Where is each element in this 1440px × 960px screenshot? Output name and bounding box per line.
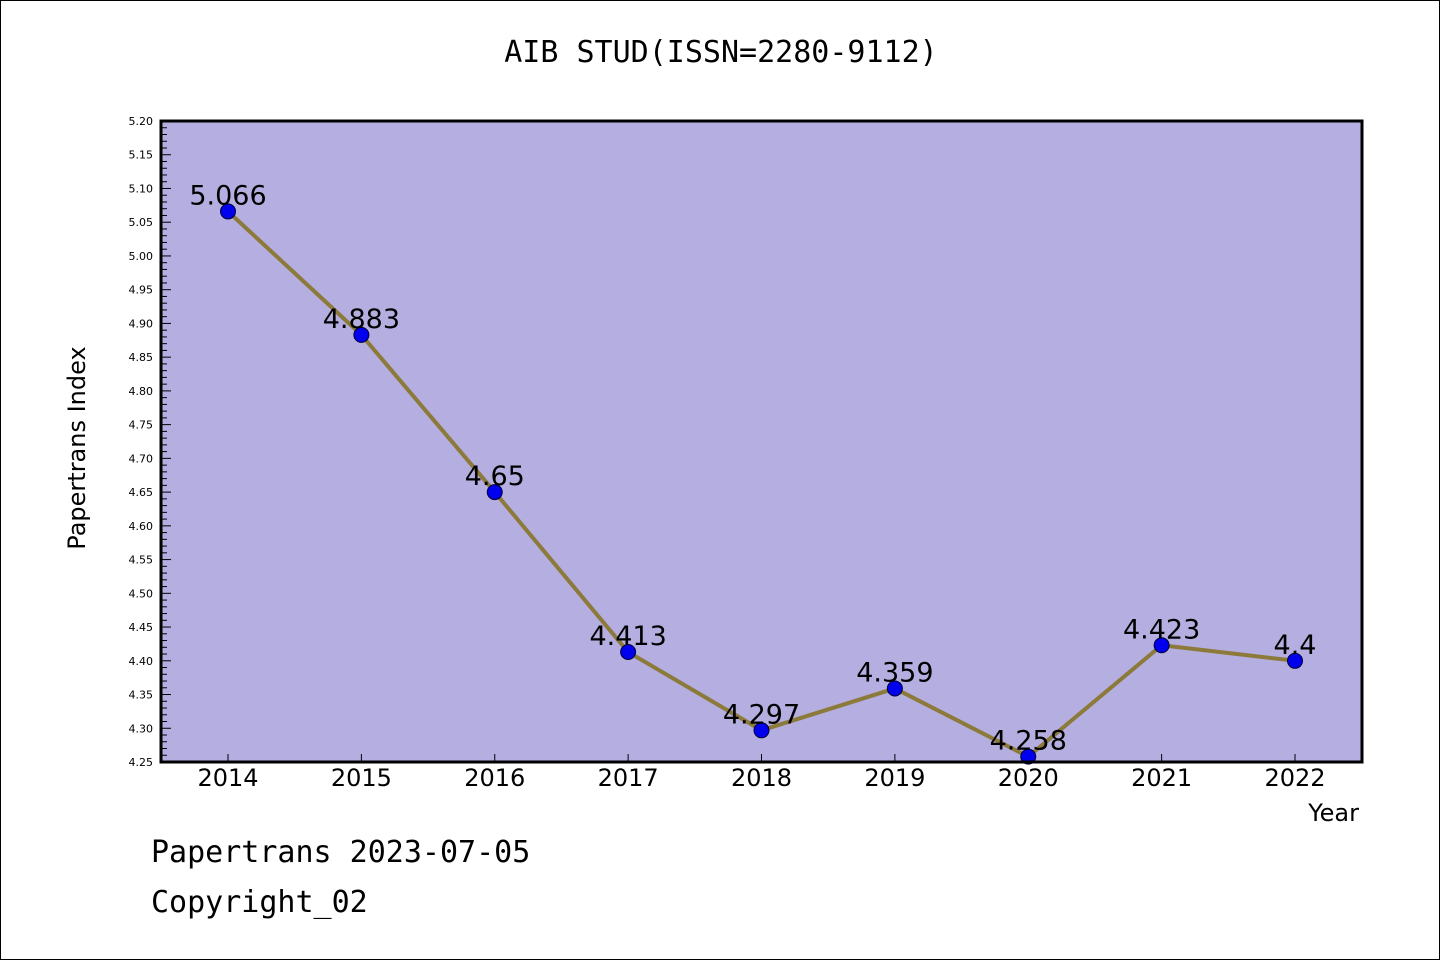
y-tick-label: 5.10 xyxy=(129,182,154,195)
y-tick-label: 5.20 xyxy=(129,115,154,128)
data-point xyxy=(753,722,770,739)
data-label: 4.359 xyxy=(856,657,933,688)
y-axis-ticks: 4.25 4.30 4.35 4.40 4.45 4.50 4.55 4.60 4.65 4.70… xyxy=(129,115,154,769)
x-tick-label: 2015 xyxy=(331,764,392,792)
x-axis-ticks: 2014 2015 2016 2017 2018 2019 2020 2021 2022 xyxy=(197,754,1326,792)
x-tick-label: 2019 xyxy=(864,764,925,792)
data-label: 4.423 xyxy=(1123,614,1200,645)
footer-copyright: Copyright_02 xyxy=(151,885,368,920)
x-tick-label: 2017 xyxy=(598,764,659,792)
x-tick-label: 2021 xyxy=(1131,764,1192,792)
y-tick-label: 4.60 xyxy=(129,520,154,533)
x-tick-label: 2022 xyxy=(1264,764,1325,792)
data-label: 4.65 xyxy=(465,461,525,492)
y-tick-label: 4.75 xyxy=(129,419,154,432)
y-tick-label: 5.05 xyxy=(129,216,154,229)
data-label: 4.4 xyxy=(1274,630,1317,661)
data-label: 4.883 xyxy=(323,304,400,335)
data-point xyxy=(620,644,637,661)
data-point xyxy=(886,680,903,697)
data-point xyxy=(220,203,236,220)
y-tick-label: 5.15 xyxy=(129,149,154,162)
x-tick-label: 2014 xyxy=(197,764,258,792)
y-tick-label: 4.90 xyxy=(129,317,154,330)
y-tick-label: 4.40 xyxy=(129,655,154,668)
data-markers xyxy=(220,203,1303,765)
plot-frame xyxy=(159,119,1364,764)
data-point xyxy=(1020,748,1037,765)
data-point xyxy=(1287,652,1303,669)
data-label: 4.297 xyxy=(723,699,800,730)
y-tick-label: 4.65 xyxy=(129,486,154,499)
x-tick-label: 2016 xyxy=(464,764,525,792)
data-label: 4.258 xyxy=(990,726,1067,757)
data-label: 5.066 xyxy=(189,180,266,211)
plot-area xyxy=(161,121,1362,762)
y-tick-label: 4.80 xyxy=(129,385,154,398)
chart-title: AIB STUD(ISSN=2280-9112) xyxy=(504,35,938,70)
y-tick-label: 4.55 xyxy=(129,554,154,567)
x-tick-label: 2018 xyxy=(731,764,792,792)
y-tick-label: 5.00 xyxy=(129,250,154,263)
data-point xyxy=(1153,637,1170,654)
y-tick-label: 4.35 xyxy=(129,689,154,702)
x-tick-label: 2020 xyxy=(998,764,1059,792)
x-axis-label: Year xyxy=(1307,799,1359,827)
y-tick-label: 4.25 xyxy=(129,756,154,769)
data-point xyxy=(353,326,370,343)
y-tick-label: 4.70 xyxy=(129,452,154,465)
y-axis-label: Papertrans Index xyxy=(63,346,91,549)
data-label: 4.413 xyxy=(589,621,666,652)
y-tick-label: 4.45 xyxy=(129,621,154,634)
y-tick-label: 4.50 xyxy=(129,587,154,600)
data-point xyxy=(486,484,503,501)
footer-date: Papertrans 2023-07-05 xyxy=(151,835,531,870)
y-tick-label: 4.95 xyxy=(129,284,154,297)
data-labels: 5.066 4.883 4.65 4.413 4.297 4.359 4.258 4.423 4… xyxy=(189,180,1316,756)
y-tick-label: 4.30 xyxy=(129,722,154,735)
y-tick-label: 4.85 xyxy=(129,351,154,364)
